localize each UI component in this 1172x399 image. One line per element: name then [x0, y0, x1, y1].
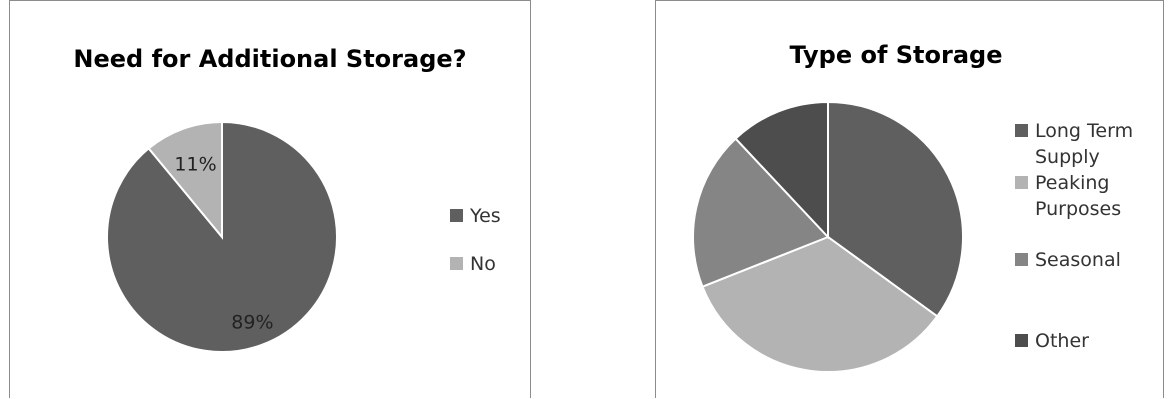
pie-slice-seasonal — [692, 137, 830, 288]
legend-swatch-yes — [450, 209, 463, 222]
legend-swatch-other — [1015, 334, 1028, 347]
pie-chart-need-storage: Need for Additional Storage? 89% 11% Yes N… — [73, 45, 501, 353]
pie-slice-no — [147, 120, 223, 240]
pie-slice-other — [734, 100, 829, 240]
legend-swatch-long-term-supply — [1015, 124, 1028, 137]
legend-label-peaking-purposes: Peaking — [1035, 172, 1110, 194]
legend-label-yes: Yes — [469, 205, 501, 227]
pie-slice-long-term-supply — [827, 100, 964, 318]
legend-label-other: Other — [1035, 330, 1089, 352]
chart-title: Type of Storage — [790, 41, 1003, 69]
legend-label-seasonal: Seasonal — [1035, 249, 1121, 271]
pie-slice-peaking-purposes — [701, 235, 939, 373]
legend-label-no: No — [470, 253, 496, 275]
chart-panel-storage-type: Type of Storage Long Term Supply Peaking Pu… — [655, 0, 1164, 398]
legend-swatch-no — [450, 257, 463, 270]
legend-swatch-peaking-purposes — [1015, 176, 1028, 189]
pie-chart-storage-type: Type of Storage Long Term Supply Peaking Pu… — [692, 41, 1133, 373]
chart-title: Need for Additional Storage? — [73, 45, 466, 73]
legend-label-long-term-supply: Supply — [1035, 146, 1100, 168]
chart-panel-need-storage: Need for Additional Storage? 89% 11% Yes N… — [9, 0, 531, 398]
legend-swatch-seasonal — [1015, 253, 1028, 266]
data-label-yes: 89% — [231, 311, 273, 333]
legend-label-long-term-supply: Long Term — [1035, 120, 1133, 142]
legend-label-peaking-purposes: Purposes — [1035, 198, 1121, 220]
data-label-no: 11% — [174, 153, 216, 175]
